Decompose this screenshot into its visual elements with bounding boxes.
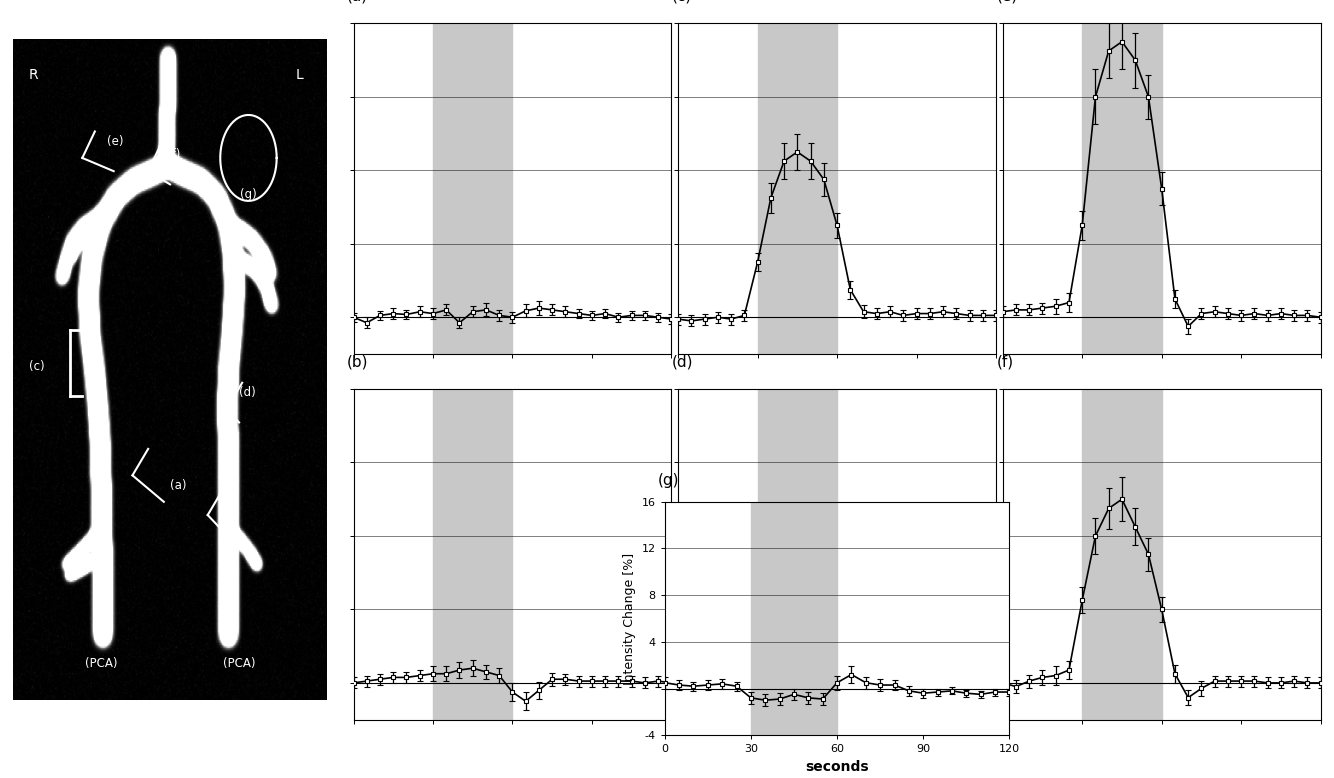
Text: (PCA): (PCA) bbox=[85, 657, 117, 670]
Bar bbox=[434, 23, 512, 354]
Bar bbox=[758, 389, 838, 720]
Text: (f): (f) bbox=[996, 354, 1014, 370]
Bar bbox=[1082, 23, 1162, 354]
Text: (d): (d) bbox=[672, 354, 694, 370]
Y-axis label: Intensity Change [%]: Intensity Change [%] bbox=[623, 552, 636, 685]
Text: (e): (e) bbox=[107, 135, 124, 148]
Bar bbox=[1082, 389, 1162, 720]
Text: (b): (b) bbox=[217, 492, 233, 505]
Text: R: R bbox=[29, 68, 39, 82]
Bar bbox=[758, 23, 838, 354]
Text: (c): (c) bbox=[29, 359, 44, 373]
Text: (a): (a) bbox=[171, 478, 187, 492]
Text: (e): (e) bbox=[996, 0, 1018, 4]
Text: L: L bbox=[296, 68, 303, 82]
X-axis label: seconds: seconds bbox=[806, 760, 868, 774]
Text: (b): (b) bbox=[347, 354, 368, 370]
Text: (d): (d) bbox=[239, 386, 256, 399]
Text: (c): (c) bbox=[672, 0, 692, 4]
Text: (g): (g) bbox=[658, 473, 679, 488]
Text: (f): (f) bbox=[167, 148, 180, 161]
Bar bbox=[751, 502, 838, 735]
Bar bbox=[434, 389, 512, 720]
Text: (PCA): (PCA) bbox=[223, 657, 255, 670]
Text: (a): (a) bbox=[347, 0, 368, 4]
Text: (g): (g) bbox=[240, 187, 257, 201]
